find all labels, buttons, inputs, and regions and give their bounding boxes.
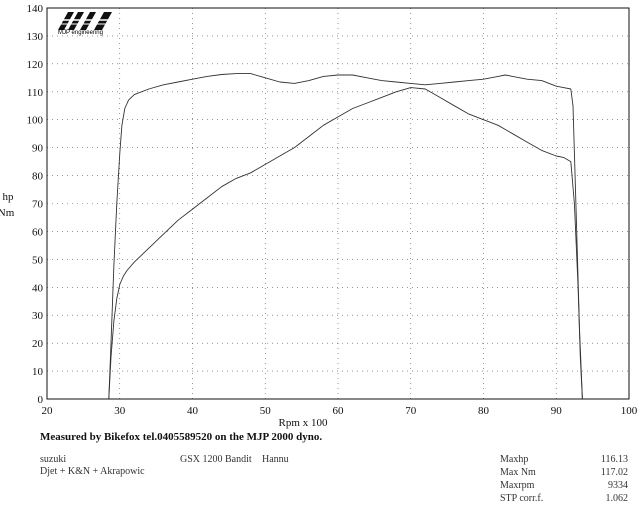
x-tick-label: 60 <box>333 405 345 417</box>
stat-label-maxnm: Max Nm <box>500 467 536 478</box>
measured-by-caption: Measured by Bikefox tel.0405589520 on th… <box>40 431 323 443</box>
stat-value-maxrpm: 9334 <box>608 480 628 491</box>
logo-text: MJP engineering <box>58 30 103 36</box>
y-tick-label: 60 <box>32 226 44 238</box>
y-axis-label-line2: Nm <box>0 207 15 219</box>
mjp-logo-icon <box>54 12 114 30</box>
stat-label-maxrpm: Maxrpm <box>500 480 535 491</box>
stat-label-stp: STP corr.f. <box>500 493 544 504</box>
x-tick-label: 100 <box>621 405 638 417</box>
y-tick-label: 110 <box>27 87 44 99</box>
stat-label-maxhp: Maxhp <box>500 454 529 465</box>
y-tick-label: 0 <box>38 394 44 406</box>
y-tick-label: 140 <box>27 3 44 15</box>
y-tick-label: 90 <box>32 143 44 155</box>
stat-value-maxhp: 116.13 <box>600 454 628 465</box>
y-tick-label: 100 <box>27 115 44 127</box>
x-tick-label: 20 <box>42 405 54 417</box>
y-tick-label: 130 <box>27 31 44 43</box>
info-make: suzuki <box>40 454 67 465</box>
plot-frame <box>46 7 630 400</box>
y-tick-label: 50 <box>32 254 44 266</box>
dyno-chart: 20 30 40 50 60 70 80 90 100 0 10 20 30 40 50 60 70 80 90 1… <box>0 3 638 429</box>
info-mods: Djet + K&N + Akrapowic <box>40 466 145 477</box>
info-model: GSX 1200 Bandit <box>180 454 252 465</box>
series-line-nm <box>108 73 583 400</box>
info-rider: Hannu <box>262 454 289 465</box>
x-tick-label: 50 <box>260 405 272 417</box>
y-tick-label: 10 <box>32 366 44 378</box>
y-tick-label: 40 <box>32 282 44 294</box>
y-tick-label: 30 <box>32 310 44 322</box>
chart-grid <box>47 8 629 399</box>
x-axis-label: Rpm x 100 <box>279 417 328 429</box>
x-tick-label: 80 <box>478 405 490 417</box>
y-tick-labels: 0 10 20 30 40 50 60 70 80 90 100 110 120 130 140 <box>27 3 44 406</box>
x-tick-label: 40 <box>187 405 199 417</box>
y-tick-label: 80 <box>32 171 44 183</box>
series-line-hp <box>108 87 583 400</box>
stat-value-maxnm: 117.02 <box>600 467 628 478</box>
x-tick-label: 70 <box>405 405 417 417</box>
y-axis-label-line1: hp <box>3 191 15 203</box>
y-tick-label: 70 <box>32 199 44 211</box>
stat-value-stp: 1.062 <box>605 493 629 504</box>
y-tick-label: 120 <box>27 59 44 71</box>
chart-curves <box>108 73 583 400</box>
x-tick-labels: 20 30 40 50 60 70 80 90 100 <box>42 405 638 417</box>
x-tick-label: 30 <box>114 405 126 417</box>
y-tick-label: 20 <box>32 338 44 350</box>
x-tick-label: 90 <box>551 405 563 417</box>
